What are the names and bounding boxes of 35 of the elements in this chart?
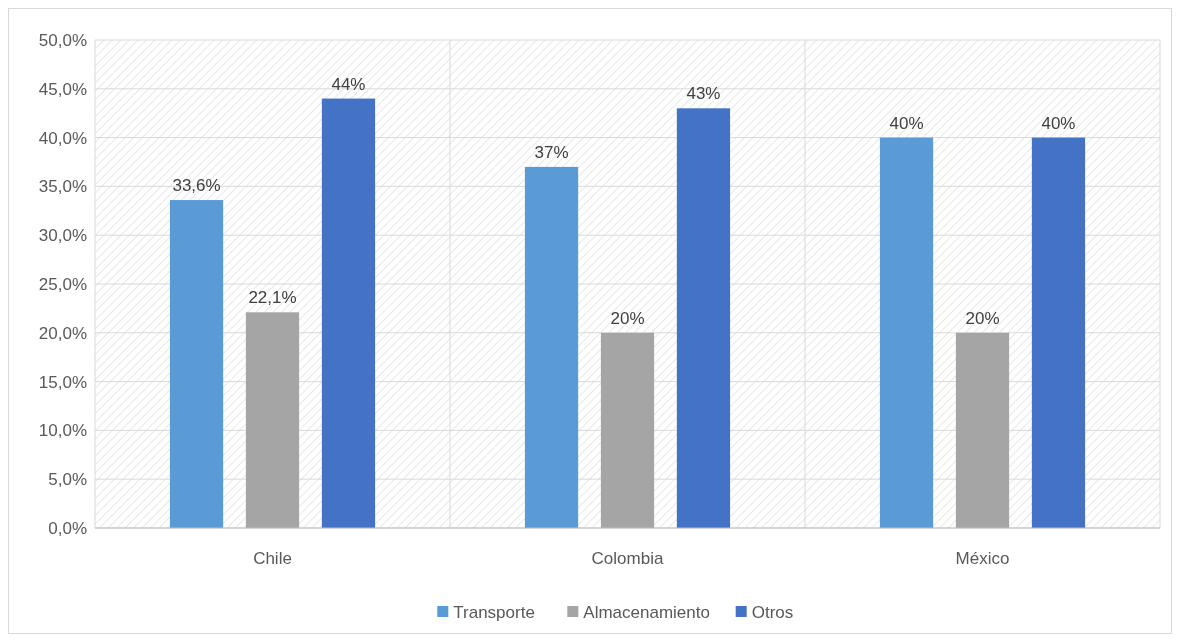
data-label: 44% (331, 74, 366, 94)
x-tick-label: Chile (253, 549, 292, 568)
y-tick-label: 10,0% (38, 421, 87, 441)
y-tick-label: 40,0% (38, 128, 87, 148)
y-tick-label: 25,0% (38, 274, 87, 294)
y-tick-label: 50,0% (38, 30, 87, 50)
legend-label: Almacenamiento (583, 602, 710, 622)
bar (169, 200, 224, 528)
bar (321, 98, 376, 528)
data-label: 37% (534, 142, 569, 162)
data-label: 22,1% (248, 288, 297, 308)
x-tick-label: Colombia (591, 549, 664, 568)
data-label: 33,6% (172, 176, 221, 196)
data-label: 43% (686, 84, 721, 104)
y-tick-label: 45,0% (38, 79, 87, 99)
bar (955, 332, 1010, 528)
y-tick-label: 20,0% (38, 323, 87, 343)
y-tick-label: 30,0% (38, 226, 87, 246)
bar (600, 332, 655, 528)
bar (524, 166, 579, 528)
legend-label: Otros (751, 602, 794, 622)
data-label: 20% (965, 308, 1000, 328)
y-tick-label: 35,0% (38, 177, 87, 197)
data-label: 20% (610, 308, 645, 328)
data-label: 40% (1041, 113, 1076, 133)
bar (879, 137, 934, 528)
x-tick-label: México (955, 549, 1010, 568)
y-tick-label: 5,0% (48, 470, 87, 490)
data-label: 40% (889, 113, 924, 133)
y-tick-label: 15,0% (38, 372, 87, 392)
bar (1031, 137, 1086, 528)
y-tick-label: 0,0% (48, 518, 87, 538)
bar (245, 312, 300, 528)
bar (676, 108, 731, 528)
legend-label: Transporte (453, 602, 535, 622)
